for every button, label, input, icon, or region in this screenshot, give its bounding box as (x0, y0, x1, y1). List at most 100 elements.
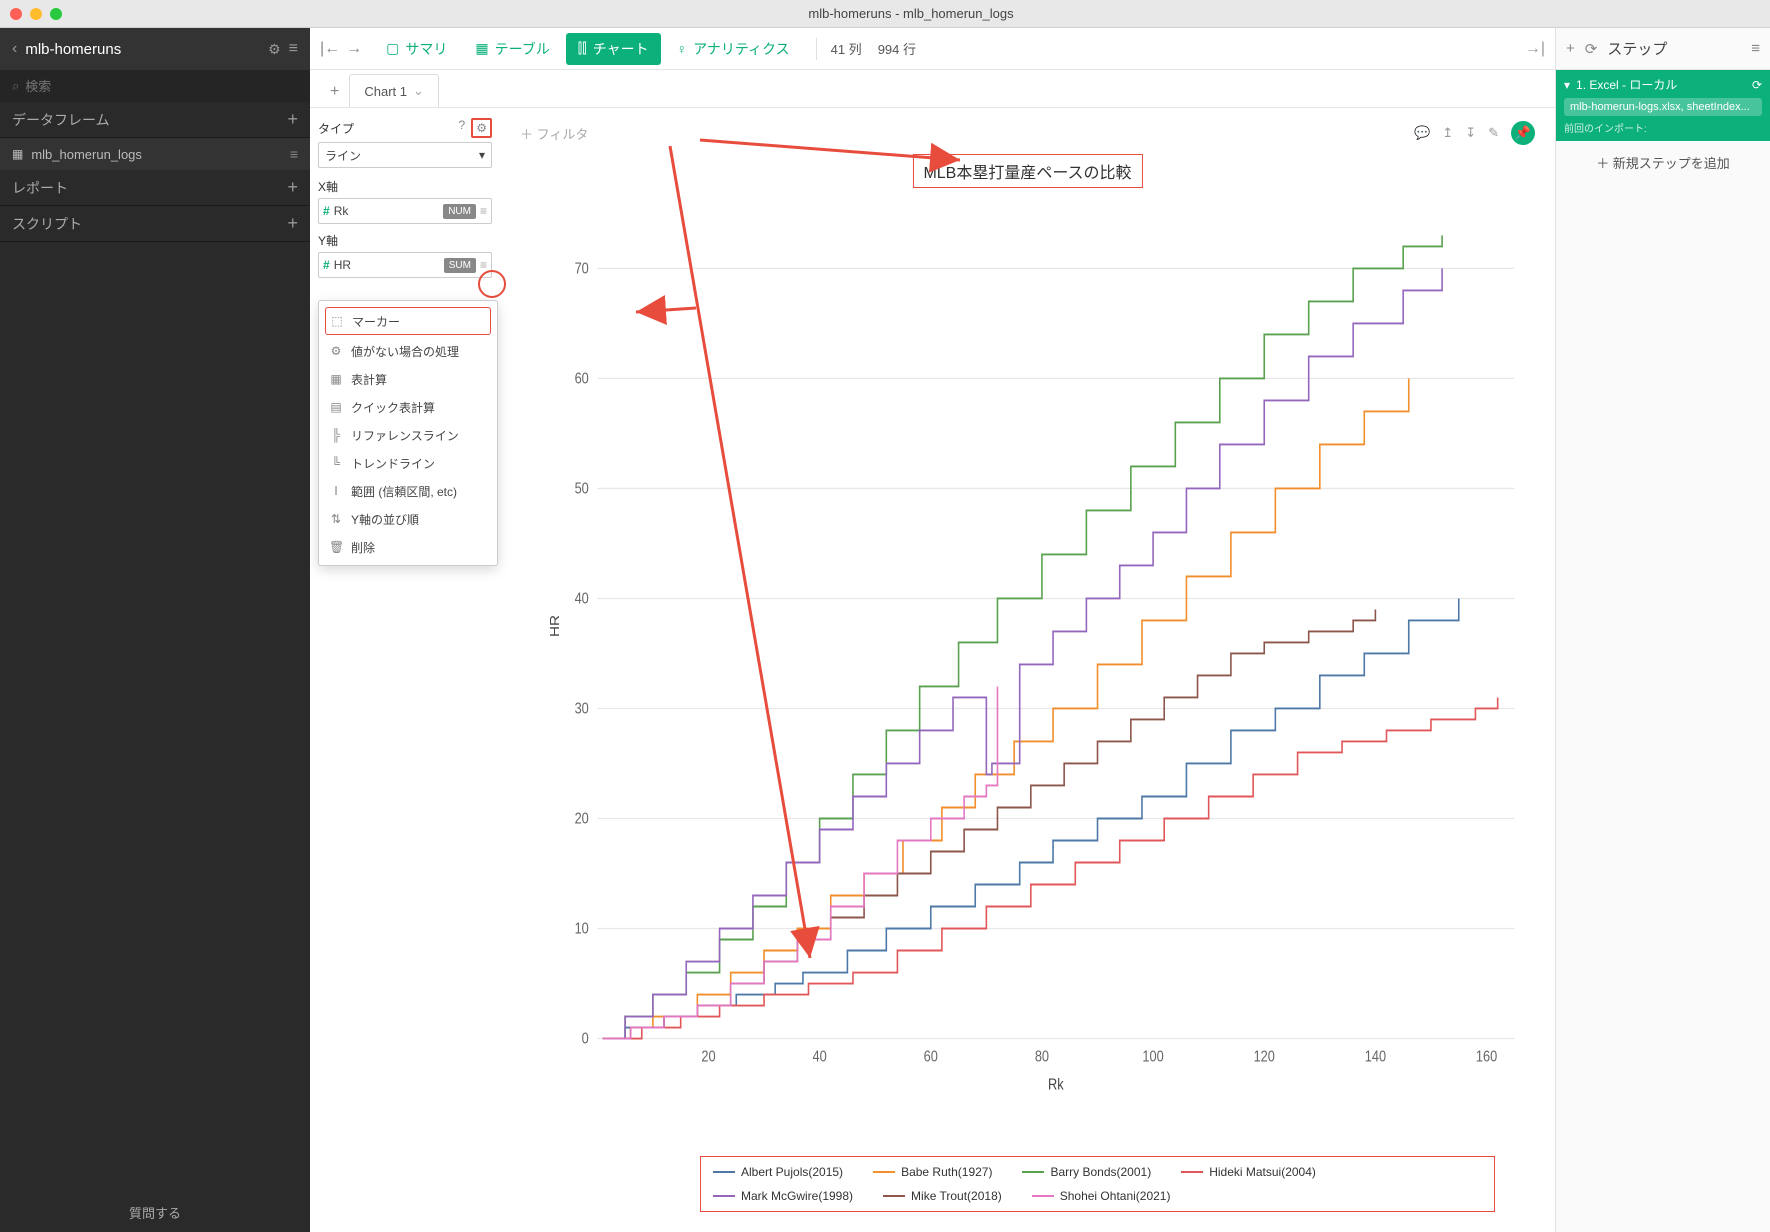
legend-item[interactable]: Babe Ruth(1927) (873, 1165, 992, 1179)
chart-title: MLB本塁打量産ペースの比較 (912, 154, 1142, 188)
refresh-icon[interactable]: ⟳ (1752, 78, 1762, 92)
steps-header: + ⟳ ステップ ≡ (1556, 28, 1770, 70)
menu-item[interactable]: ▤クイック表計算 (319, 393, 497, 421)
drag-icon[interactable]: ≡ (480, 204, 487, 218)
legend-item[interactable]: Mike Trout(2018) (883, 1189, 1002, 1203)
sidebar-header: ‹ mlb-homeruns ⚙ ≡ (0, 28, 310, 70)
sidebar: ‹ mlb-homeruns ⚙ ≡ ⌕ データフレーム + ▦ mlb_hom… (0, 28, 310, 1232)
menu-icon[interactable]: ≡ (1751, 40, 1760, 57)
gear-icon[interactable]: ⚙ (471, 118, 492, 138)
toolbar-right: →| (1525, 40, 1545, 58)
svg-text:40: 40 (575, 589, 589, 606)
maximize-icon[interactable] (50, 8, 62, 20)
chevron-down-icon: ▾ (479, 148, 485, 162)
help-icon[interactable]: ? (459, 118, 466, 138)
add-filter-button[interactable]: ＋ フィルタ (520, 124, 588, 143)
svg-text:60: 60 (924, 1047, 938, 1064)
more-icon[interactable]: ≡ (290, 146, 298, 162)
upload-icon[interactable]: ↥ (1442, 125, 1453, 141)
menu-item[interactable]: ⇅Y軸の並び順 (319, 505, 497, 533)
svg-text:100: 100 (1142, 1047, 1163, 1064)
svg-text:30: 30 (575, 699, 589, 716)
comment-icon[interactable]: 💬 (1414, 125, 1430, 141)
plus-icon[interactable]: + (287, 213, 298, 234)
download-icon[interactable]: ↧ (1465, 125, 1476, 141)
nav-back-icon[interactable]: |← (320, 40, 340, 58)
bulb-icon: ♀ (677, 41, 688, 57)
row-count: 994 行 (878, 39, 916, 58)
add-step-button[interactable]: ＋ 新規ステップを追加 (1556, 141, 1770, 184)
svg-text:10: 10 (575, 920, 589, 937)
search-input[interactable] (25, 79, 298, 94)
yaxis-label: Y軸 (318, 232, 492, 249)
chart-area: ＋ フィルタ 💬 ↥ ↧ ✎ 📌 MLB本塁打量産ペースの比較 0 10 20 30 4… (500, 108, 1555, 1232)
section-reports[interactable]: レポート + (0, 170, 310, 206)
svg-text:160: 160 (1476, 1047, 1497, 1064)
svg-text:140: 140 (1365, 1047, 1386, 1064)
plus-icon[interactable]: + (287, 109, 298, 130)
nav-arrows: |← → (320, 40, 370, 58)
plus-icon[interactable]: + (287, 177, 298, 198)
svg-text:50: 50 (575, 479, 589, 496)
tab-summary[interactable]: ▢サマリ (374, 33, 459, 65)
hash-icon: # (323, 204, 330, 218)
nav-fwd-icon[interactable]: → (346, 40, 362, 58)
legend-item[interactable]: Mark McGwire(1998) (713, 1189, 853, 1203)
tab-table[interactable]: ▦テーブル (463, 33, 561, 65)
minimize-icon[interactable] (30, 8, 42, 20)
menu-icon: ⚙ (329, 344, 343, 358)
drag-icon[interactable]: ≡ (480, 258, 487, 272)
line-chart[interactable]: 01020304050607020406080100120140160HRRk (544, 188, 1525, 1102)
svg-text:Rk: Rk (1048, 1075, 1065, 1092)
sidebar-item-dataframe[interactable]: ▦ mlb_homerun_logs ≡ (0, 138, 310, 170)
svg-text:20: 20 (701, 1047, 715, 1064)
section-label: スクリプト (12, 214, 82, 234)
menu-item[interactable]: ⬚マーカー (325, 307, 491, 335)
project-title: mlb-homeruns (25, 41, 260, 58)
collapse-icon[interactable]: →| (1525, 40, 1545, 58)
tab-chart[interactable]: ⫿⫿チャート (566, 33, 661, 65)
menu-item[interactable]: ╚トレンドライン (319, 449, 497, 477)
legend-item[interactable]: Shohei Ohtani(2021) (1032, 1189, 1171, 1203)
chart-type-select[interactable]: ライン ▾ (318, 142, 492, 168)
gear-icon[interactable]: ⚙ (268, 41, 281, 58)
tab-analytics[interactable]: ♀アナリティクス (665, 33, 802, 65)
svg-text:40: 40 (813, 1047, 827, 1064)
step-card-1[interactable]: ▾ 1. Excel - ローカル ⟳ mlb-homerun-logs.xls… (1556, 70, 1770, 141)
add-chart-button[interactable]: + (320, 77, 349, 107)
section-dataframes[interactable]: データフレーム + (0, 102, 310, 138)
menu-item[interactable]: Ⅰ範囲 (信頼区間, etc) (319, 477, 497, 505)
steps-panel: + ⟳ ステップ ≡ ▾ 1. Excel - ローカル ⟳ mlb-homer… (1556, 28, 1770, 1232)
legend-item[interactable]: Barry Bonds(2001) (1022, 1165, 1151, 1179)
table-icon: ▦ (12, 147, 23, 161)
menu-item[interactable]: ╠リファレンスライン (319, 421, 497, 449)
menu-icon: ╚ (329, 456, 343, 470)
menu-icon[interactable]: ≡ (289, 40, 298, 58)
menu-item[interactable]: ⚙値がない場合の処理 (319, 337, 497, 365)
menu-icon: ▤ (329, 400, 343, 414)
main: |← → ▢サマリ ▦テーブル ⫿⫿チャート ♀アナリティクス 41 列 994… (310, 28, 1556, 1232)
close-icon[interactable] (10, 8, 22, 20)
menu-item[interactable]: ▦表計算 (319, 365, 497, 393)
sidebar-search[interactable]: ⌕ (0, 70, 310, 102)
y-field[interactable]: # HR SUM ≡ (318, 252, 492, 278)
step-meta: 前回のインポート: (1564, 120, 1762, 135)
legend-item[interactable]: Hideki Matsui(2004) (1181, 1165, 1316, 1179)
menu-item[interactable]: 🗑削除 (319, 533, 497, 561)
section-scripts[interactable]: スクリプト + (0, 206, 310, 242)
sidebar-footer[interactable]: 質問する (0, 1192, 310, 1232)
refresh-icon[interactable]: ⟳ (1585, 40, 1598, 58)
edit-icon[interactable]: ✎ (1488, 125, 1499, 141)
legend-item[interactable]: Albert Pujols(2015) (713, 1165, 843, 1179)
svg-text:0: 0 (582, 1030, 589, 1047)
toolbar: |← → ▢サマリ ▦テーブル ⫿⫿チャート ♀アナリティクス 41 列 994… (310, 28, 1555, 70)
back-icon[interactable]: ‹ (12, 40, 17, 58)
chevron-down-icon[interactable]: ⌄ (413, 83, 424, 99)
x-field[interactable]: # Rk NUM ≡ (318, 198, 492, 224)
chart-tab-1[interactable]: Chart 1 ⌄ (349, 74, 439, 107)
svg-text:120: 120 (1254, 1047, 1275, 1064)
chart-tabs: + Chart 1 ⌄ (310, 70, 1555, 108)
summary-icon: ▢ (386, 40, 399, 57)
pin-icon[interactable]: 📌 (1511, 121, 1535, 145)
plus-icon[interactable]: + (1566, 40, 1575, 57)
